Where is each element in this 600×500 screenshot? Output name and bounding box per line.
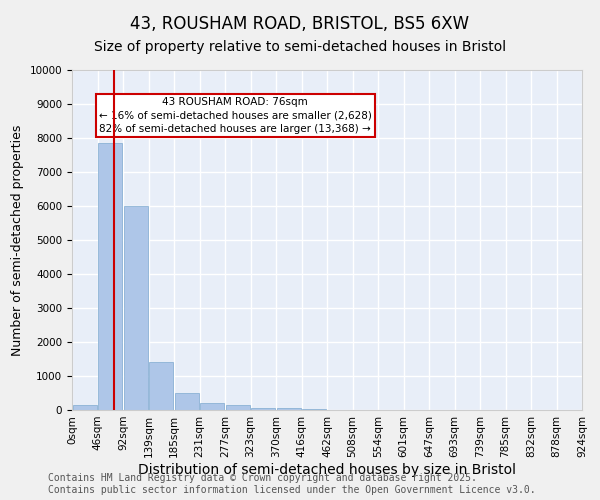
X-axis label: Distribution of semi-detached houses by size in Bristol: Distribution of semi-detached houses by … <box>138 462 516 476</box>
Y-axis label: Number of semi-detached properties: Number of semi-detached properties <box>11 124 24 356</box>
Bar <box>73 405 97 410</box>
Bar <box>251 408 275 410</box>
Bar <box>175 393 199 410</box>
Bar <box>226 405 250 410</box>
Bar <box>277 408 301 410</box>
Bar <box>200 403 224 410</box>
Text: Size of property relative to semi-detached houses in Bristol: Size of property relative to semi-detach… <box>94 40 506 54</box>
Text: Contains HM Land Registry data © Crown copyright and database right 2025.
Contai: Contains HM Land Registry data © Crown c… <box>48 474 536 495</box>
Text: 43 ROUSHAM ROAD: 76sqm
← 16% of semi-detached houses are smaller (2,628)
82% of : 43 ROUSHAM ROAD: 76sqm ← 16% of semi-det… <box>99 97 371 134</box>
Text: 43, ROUSHAM ROAD, BRISTOL, BS5 6XW: 43, ROUSHAM ROAD, BRISTOL, BS5 6XW <box>130 15 470 33</box>
Bar <box>98 143 122 410</box>
Bar <box>149 362 173 410</box>
Bar <box>124 206 148 410</box>
